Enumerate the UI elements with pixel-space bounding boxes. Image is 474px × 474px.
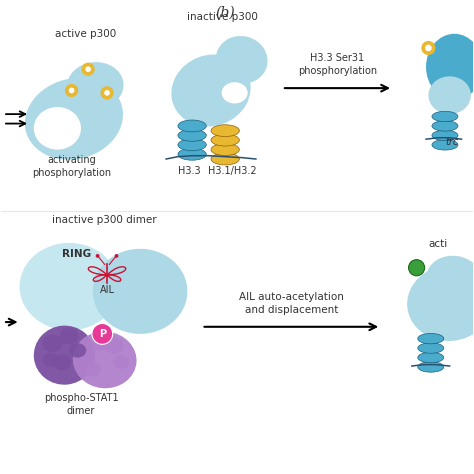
- Ellipse shape: [418, 352, 444, 363]
- Ellipse shape: [178, 139, 206, 151]
- Ellipse shape: [19, 243, 119, 330]
- Text: activating
phosphorylation: activating phosphorylation: [32, 155, 111, 178]
- Ellipse shape: [178, 148, 206, 160]
- Circle shape: [69, 88, 74, 93]
- Ellipse shape: [93, 249, 187, 334]
- Text: AIL: AIL: [100, 285, 115, 295]
- Text: P: P: [99, 329, 106, 339]
- Ellipse shape: [216, 36, 267, 83]
- Ellipse shape: [211, 134, 239, 146]
- Ellipse shape: [105, 337, 124, 354]
- Ellipse shape: [426, 256, 474, 303]
- Text: inactive p300: inactive p300: [187, 12, 258, 22]
- Circle shape: [421, 41, 436, 55]
- Ellipse shape: [432, 121, 458, 131]
- Circle shape: [115, 254, 118, 258]
- Ellipse shape: [211, 153, 239, 165]
- Ellipse shape: [25, 78, 123, 160]
- Text: AIL auto-acetylation
and displacement: AIL auto-acetylation and displacement: [239, 292, 344, 315]
- Text: inactive p300 dimer: inactive p300 dimer: [52, 216, 157, 226]
- Ellipse shape: [34, 326, 95, 385]
- Circle shape: [409, 260, 425, 276]
- Ellipse shape: [211, 125, 239, 137]
- Circle shape: [104, 90, 110, 96]
- Text: trc: trc: [446, 137, 459, 147]
- Ellipse shape: [60, 328, 79, 344]
- Ellipse shape: [34, 107, 81, 150]
- Ellipse shape: [172, 55, 251, 127]
- Ellipse shape: [53, 354, 72, 370]
- Circle shape: [425, 45, 432, 51]
- Ellipse shape: [113, 356, 129, 369]
- Ellipse shape: [432, 140, 458, 150]
- Ellipse shape: [432, 111, 458, 122]
- Ellipse shape: [42, 335, 63, 352]
- Text: H3.3: H3.3: [178, 166, 201, 176]
- Ellipse shape: [222, 82, 247, 103]
- Circle shape: [82, 63, 95, 76]
- Text: active p300: active p300: [55, 29, 117, 39]
- Ellipse shape: [73, 331, 137, 388]
- Ellipse shape: [418, 333, 444, 344]
- Text: (b): (b): [215, 6, 235, 19]
- Text: H3.3 Ser31
phosphorylation: H3.3 Ser31 phosphorylation: [298, 53, 377, 76]
- Circle shape: [65, 84, 78, 97]
- Ellipse shape: [407, 265, 474, 341]
- Circle shape: [85, 66, 91, 72]
- Ellipse shape: [69, 343, 86, 358]
- Circle shape: [100, 86, 114, 100]
- Ellipse shape: [178, 129, 206, 141]
- Ellipse shape: [418, 343, 444, 353]
- Ellipse shape: [42, 353, 58, 367]
- Text: acti: acti: [428, 239, 447, 249]
- Ellipse shape: [178, 120, 206, 132]
- Text: H3.1/H3.2: H3.1/H3.2: [208, 166, 256, 176]
- Ellipse shape: [91, 336, 109, 351]
- Ellipse shape: [426, 34, 474, 100]
- Circle shape: [96, 254, 100, 258]
- Ellipse shape: [418, 362, 444, 372]
- Ellipse shape: [84, 362, 101, 376]
- Ellipse shape: [67, 62, 124, 109]
- Circle shape: [92, 323, 113, 344]
- Text: RING: RING: [62, 248, 91, 258]
- Ellipse shape: [211, 144, 239, 155]
- Ellipse shape: [432, 130, 458, 141]
- Ellipse shape: [428, 76, 471, 114]
- Text: phospho-STAT1
dimer: phospho-STAT1 dimer: [44, 393, 118, 416]
